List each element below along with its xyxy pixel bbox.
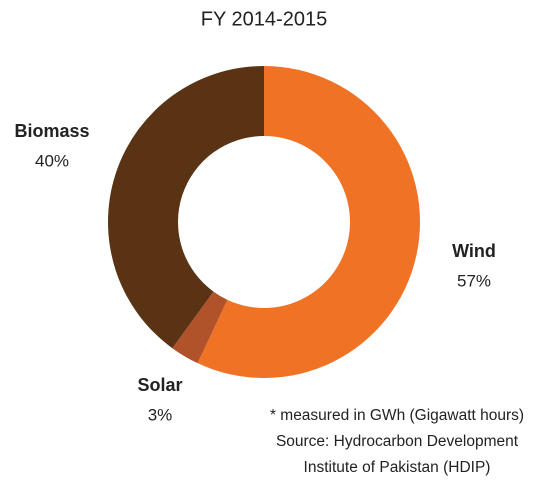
slice-value-label: 57% [457,271,491,290]
slice-label: Wind [452,241,496,261]
chart-title: FY 2014-2015 [201,8,327,30]
footnote: Source: Hydrocarbon Development [276,433,519,450]
slice-value-label: 3% [148,405,173,424]
slice-value-label: 40% [35,151,69,170]
slice-label: Solar [137,375,182,395]
donut-slice [107,66,264,349]
footnote: * measured in GWh (Gigawatt hours) [270,407,524,424]
slice-label: Biomass [14,121,89,141]
donut-slice [197,66,420,378]
donut-slice [172,291,228,364]
footnote: Institute of Pakistan (HDIP) [304,459,491,476]
